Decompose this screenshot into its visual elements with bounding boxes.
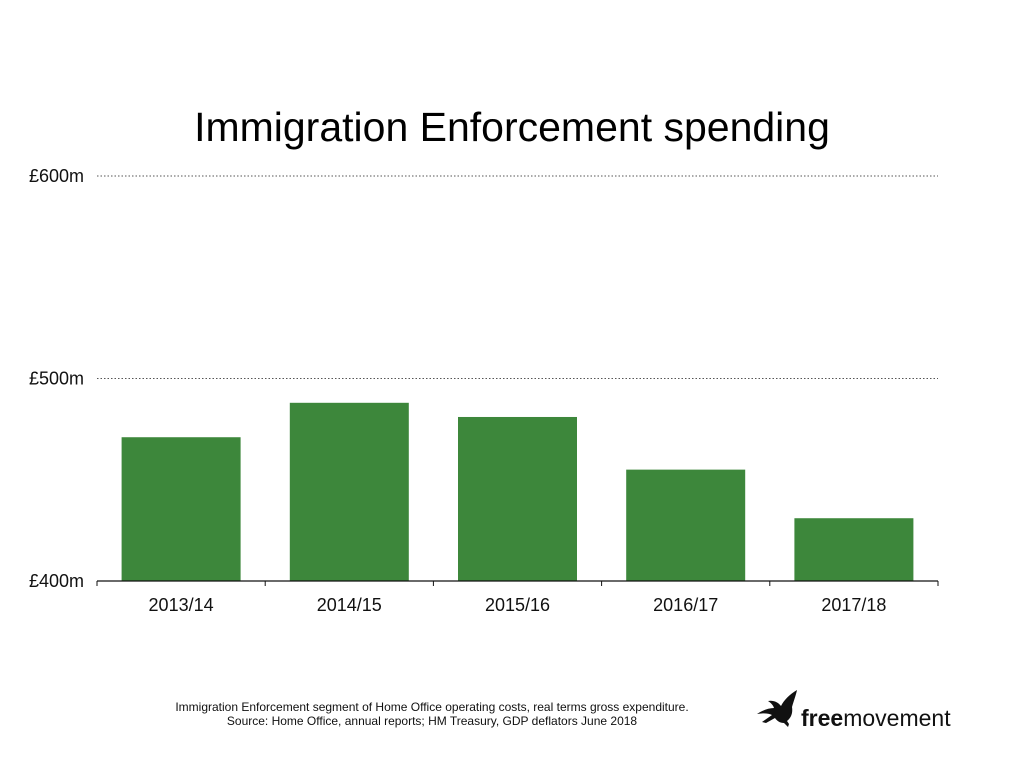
logo-text-free: free	[801, 705, 844, 731]
bar	[121, 437, 241, 581]
gridlines	[97, 175, 938, 379]
x-axis	[96, 580, 939, 586]
y-tick-label: £500m	[29, 369, 84, 389]
logo-wordmark: freemovement	[801, 704, 951, 732]
caption-line-2: Source: Home Office, annual reports; HM …	[226, 714, 638, 728]
chart-caption: Immigration Enforcement segment of Home …	[132, 700, 732, 728]
x-tick-label: 2017/18	[821, 595, 886, 615]
x-tick-label: 2013/14	[149, 595, 214, 615]
bar	[626, 469, 746, 581]
bar	[794, 518, 914, 581]
heron-icon	[757, 690, 797, 727]
y-axis-labels: £400m £500m £600m	[29, 166, 84, 591]
x-tick-label: 2016/17	[653, 595, 718, 615]
y-tick-label: £400m	[29, 571, 84, 591]
freemovement-logo: freemovement	[754, 688, 974, 732]
y-tick-label: £600m	[29, 166, 84, 186]
caption-line-1: Immigration Enforcement segment of Home …	[175, 700, 689, 714]
chart-title: Immigration Enforcement spending	[194, 104, 830, 150]
bar	[458, 416, 577, 581]
x-tick-label: 2015/16	[485, 595, 550, 615]
x-axis-labels: 2013/14 2014/15 2015/16 2016/17 2017/18	[149, 595, 887, 615]
logo-text-movement: movement	[843, 705, 951, 731]
x-tick-label: 2014/15	[317, 595, 382, 615]
bars	[121, 402, 914, 581]
bar	[289, 402, 409, 581]
